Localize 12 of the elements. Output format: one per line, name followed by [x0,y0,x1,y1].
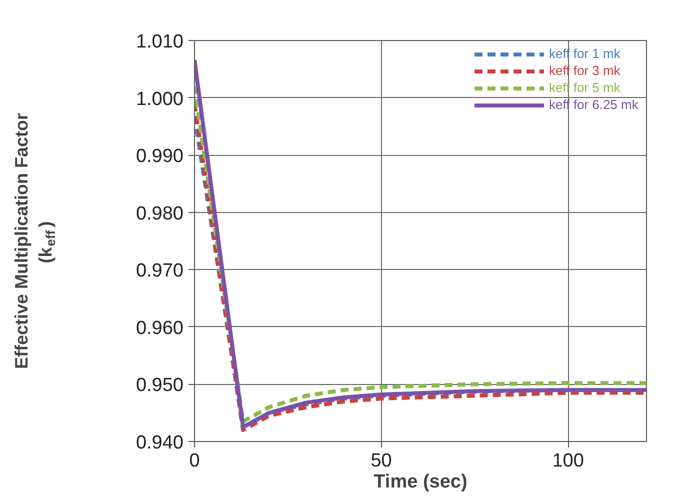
y-tick-label: 0.960 [136,318,184,339]
x-tick-label: 50 [370,450,392,472]
y-tick-label: 0.940 [136,432,184,454]
y-tick-label: 0.980 [136,203,184,224]
y-tick-label: 0.950 [136,375,184,396]
x-axis-title: Time (sec) [374,472,468,492]
y-tick-label: 0.990 [136,146,184,168]
y-tick-label: 1.010 [136,32,184,52]
x-tick-label: 100 [552,450,584,472]
y-tick-label: 0.970 [136,260,184,282]
y-tick-label: 1.000 [136,88,184,110]
x-tick-label: 0 [189,450,200,472]
